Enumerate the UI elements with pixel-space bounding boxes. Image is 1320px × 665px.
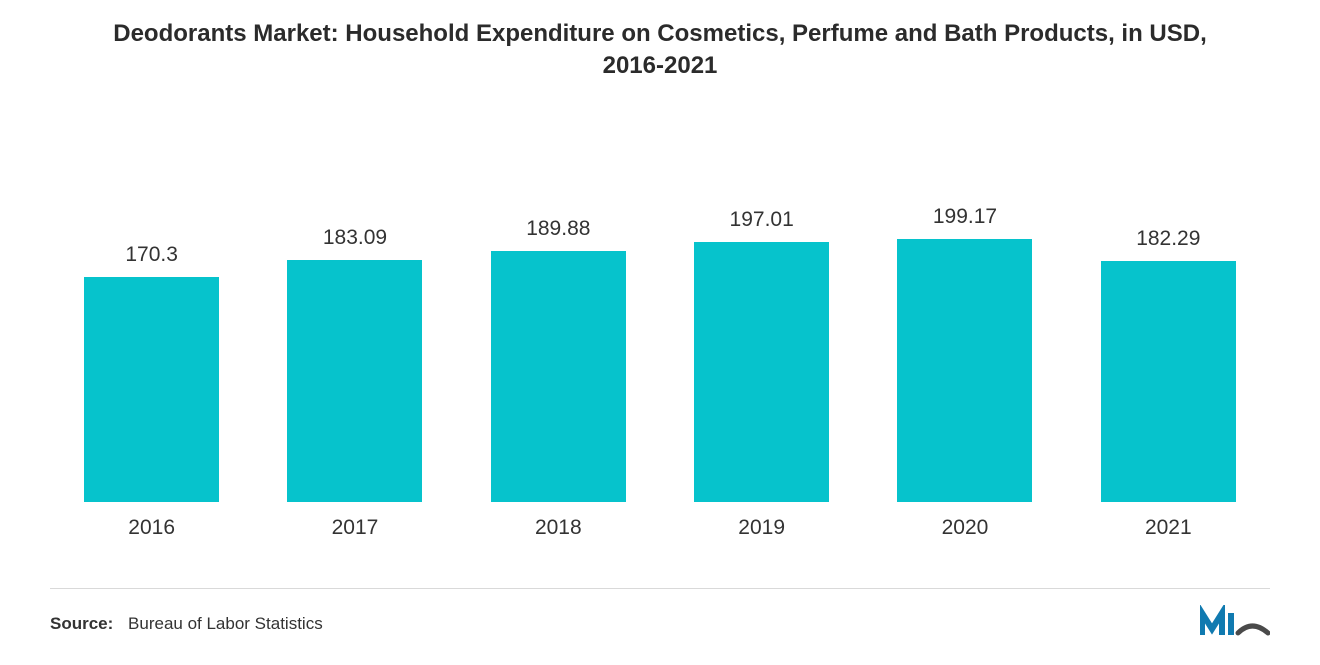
bar-value-label: 170.3 — [125, 243, 178, 267]
bar — [84, 277, 219, 502]
chart-footer: Source: Bureau of Labor Statistics — [50, 588, 1270, 643]
bar-group: 183.09 2017 — [253, 130, 456, 540]
bar-category-label: 2021 — [1145, 516, 1192, 540]
source-label: Source: — [50, 614, 113, 633]
source-text: Bureau of Labor Statistics — [128, 614, 323, 633]
bar-category-label: 2018 — [535, 516, 582, 540]
bar-category-label: 2020 — [942, 516, 989, 540]
bar — [1101, 261, 1236, 502]
chart-title: Deodorants Market: Household Expenditure… — [0, 0, 1320, 83]
bar-value-label: 197.01 — [730, 208, 794, 232]
bar-category-label: 2017 — [332, 516, 379, 540]
bar-group: 170.3 2016 — [50, 130, 253, 540]
bar-value-label: 199.17 — [933, 205, 997, 229]
bar-value-label: 182.29 — [1136, 227, 1200, 251]
bar — [287, 260, 422, 502]
bar-group: 199.17 2020 — [863, 130, 1066, 540]
bar-group: 189.88 2018 — [457, 130, 660, 540]
bar-value-label: 183.09 — [323, 226, 387, 250]
bar — [694, 242, 829, 502]
brand-logo — [1200, 605, 1270, 643]
source-line: Source: Bureau of Labor Statistics — [50, 614, 323, 634]
bar-chart: 170.32016183.092017189.882018197.0120191… — [50, 130, 1270, 540]
bar — [491, 251, 626, 502]
bar-group: 182.29 2021 — [1067, 130, 1270, 540]
bar-category-label: 2016 — [128, 516, 175, 540]
bar — [897, 239, 1032, 502]
bar-value-label: 189.88 — [526, 217, 590, 241]
bar-group: 197.01 2019 — [660, 130, 863, 540]
bar-category-label: 2019 — [738, 516, 785, 540]
